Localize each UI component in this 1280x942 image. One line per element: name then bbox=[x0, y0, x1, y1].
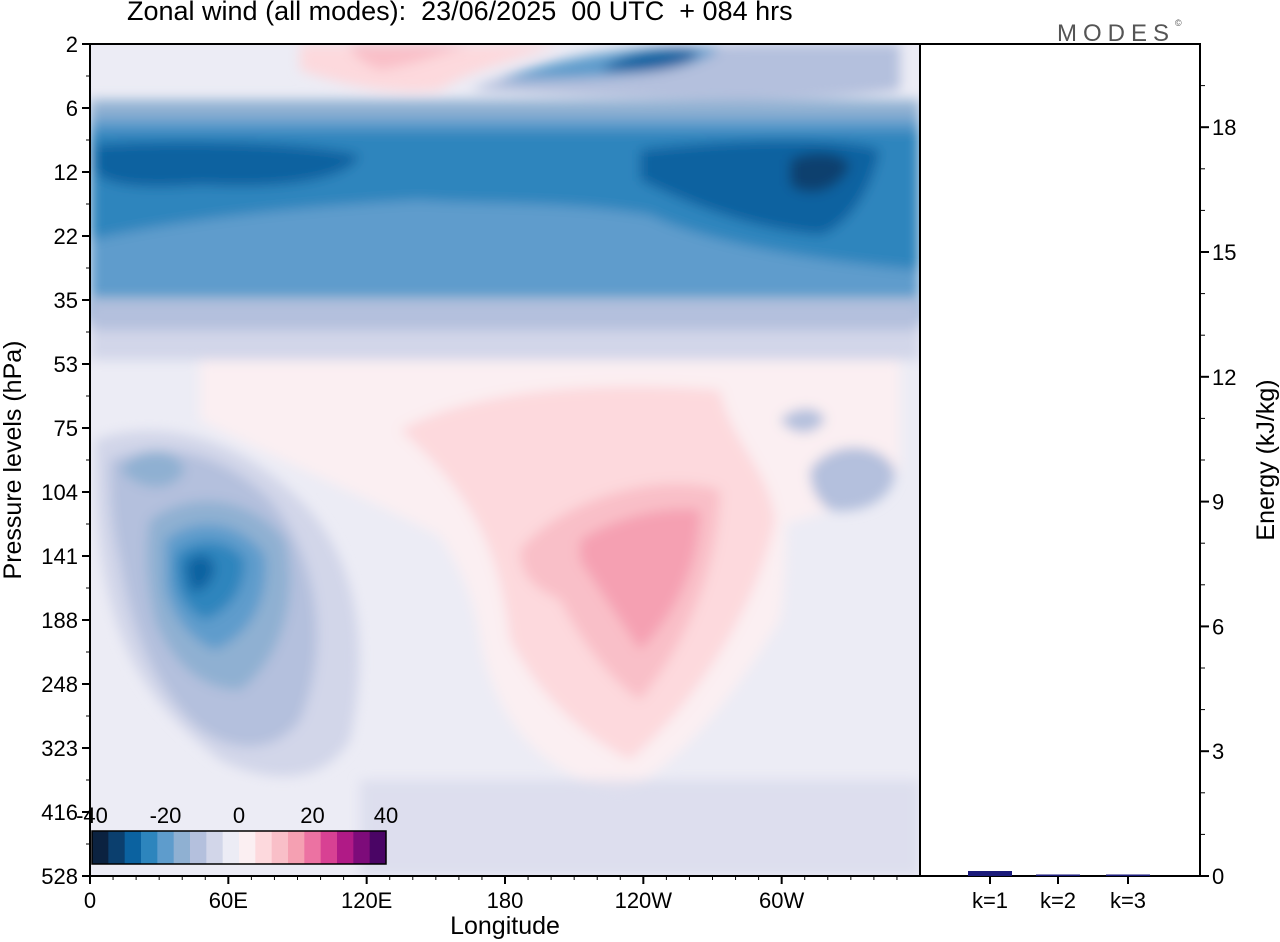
colorbar-tick-label: -40 bbox=[76, 803, 108, 828]
colorbar-swatch bbox=[222, 831, 240, 864]
colorbar-tick-label: 0 bbox=[233, 803, 245, 828]
y-tick-label: 2 bbox=[66, 32, 78, 57]
colorbar-swatch bbox=[337, 831, 354, 864]
colorbar-swatch bbox=[353, 831, 371, 864]
energy-axis-label: Energy (kJ/kg) bbox=[1252, 379, 1280, 540]
energy-tick-label: 6 bbox=[1212, 614, 1224, 639]
y-tick-label: 416 bbox=[41, 800, 78, 825]
colorbar-swatch bbox=[141, 831, 158, 864]
colorbar-frame bbox=[91, 830, 387, 865]
brand-logo: MODES© bbox=[1057, 18, 1182, 48]
x-tick-label: 60E bbox=[209, 888, 248, 913]
colorbar: -40 -20 0 20 40 bbox=[76, 803, 398, 865]
y-axis-label: Pressure levels (hPa) bbox=[0, 341, 27, 580]
energy-tick-label: 9 bbox=[1212, 490, 1224, 515]
colorbar-swatch bbox=[190, 831, 207, 864]
strat-easterly-peak-right bbox=[790, 153, 850, 193]
weak-easterly-bottom bbox=[360, 780, 920, 876]
colorbar-swatch bbox=[108, 831, 126, 864]
y-tick-label: 528 bbox=[41, 864, 78, 889]
easterly-lobe-peak bbox=[185, 554, 215, 592]
y-tick-label: 248 bbox=[41, 672, 78, 697]
colorbar-swatch bbox=[271, 831, 289, 864]
colorbar-tick-label: 40 bbox=[374, 803, 398, 828]
y-tick-label: 12 bbox=[54, 160, 78, 185]
colorbar-swatch bbox=[124, 831, 142, 864]
y-axis: 2 6 12 22 35 53 75 104 141 188 248 323 416 528 bbox=[41, 32, 90, 889]
x-tick-label: 120W bbox=[615, 888, 673, 913]
chart-title: Zonal wind (all modes): 23/06/2025 00 UT… bbox=[127, 0, 793, 26]
energy-bar bbox=[1036, 874, 1080, 876]
energy-bar bbox=[968, 871, 1012, 876]
colorbar-swatch bbox=[173, 831, 191, 864]
colorbar-tick-label: -20 bbox=[150, 803, 182, 828]
x-tick-label: 0 bbox=[84, 888, 96, 913]
small-easterly-west bbox=[120, 451, 185, 487]
easterly-small-east bbox=[780, 408, 825, 433]
y-tick-label: 104 bbox=[41, 480, 78, 505]
easterly-cell-east bbox=[810, 447, 895, 511]
energy-panel-frame bbox=[919, 43, 1201, 877]
x-axis: 0 60E 120E 180 120W 60W bbox=[84, 876, 898, 913]
y-tick-label: 22 bbox=[54, 224, 78, 249]
energy-tick-label: 18 bbox=[1212, 115, 1236, 140]
energy-axis: 0 3 6 9 12 15 18 bbox=[1200, 85, 1236, 889]
colorbar-swatch bbox=[157, 831, 175, 864]
energy-category-label: k=3 bbox=[1110, 888, 1146, 913]
x-tick-label: 120E bbox=[341, 888, 392, 913]
energy-bars: k=1 k=2 k=3 bbox=[968, 871, 1150, 913]
colorbar-swatch bbox=[304, 831, 322, 864]
y-tick-label: 323 bbox=[41, 736, 78, 761]
colorbar-tick-label: 20 bbox=[300, 803, 324, 828]
energy-tick-label: 15 bbox=[1212, 240, 1236, 265]
colorbar-swatch bbox=[92, 831, 109, 864]
weak-easterly-band bbox=[90, 330, 920, 360]
colorbar-swatch bbox=[320, 831, 338, 864]
brand-mark: © bbox=[1175, 18, 1182, 28]
y-tick-label: 6 bbox=[66, 96, 78, 121]
x-axis-label: Longitude bbox=[450, 912, 560, 940]
y-tick-label: 35 bbox=[54, 288, 78, 313]
zonal-wind-heatmap bbox=[90, 44, 920, 876]
y-tick-label: 188 bbox=[41, 608, 78, 633]
colorbar-swatch bbox=[369, 831, 387, 864]
strat-easterly-core-left bbox=[95, 142, 360, 187]
upper-left-westerly-core bbox=[350, 44, 470, 70]
y-tick-label: 53 bbox=[54, 352, 78, 377]
x-tick-label: 60W bbox=[759, 888, 804, 913]
colorbar-swatch bbox=[255, 831, 273, 864]
energy-bar bbox=[1106, 874, 1150, 876]
y-tick-label: 141 bbox=[41, 544, 78, 569]
energy-tick-label: 12 bbox=[1212, 365, 1236, 390]
energy-tick-label: 0 bbox=[1212, 864, 1224, 889]
brand-text: MODES bbox=[1057, 20, 1176, 47]
y-tick-label: 75 bbox=[54, 416, 78, 441]
x-tick-label: 180 bbox=[487, 888, 524, 913]
energy-category-label: k=1 bbox=[972, 888, 1008, 913]
upper-easterly-peak bbox=[600, 48, 700, 72]
energy-category-label: k=2 bbox=[1040, 888, 1076, 913]
energy-tick-label: 3 bbox=[1212, 739, 1224, 764]
colorbar-swatch bbox=[206, 831, 224, 864]
westerly-max bbox=[580, 509, 700, 650]
colorbar-swatch bbox=[239, 831, 256, 864]
colorbar-swatch bbox=[288, 831, 305, 864]
